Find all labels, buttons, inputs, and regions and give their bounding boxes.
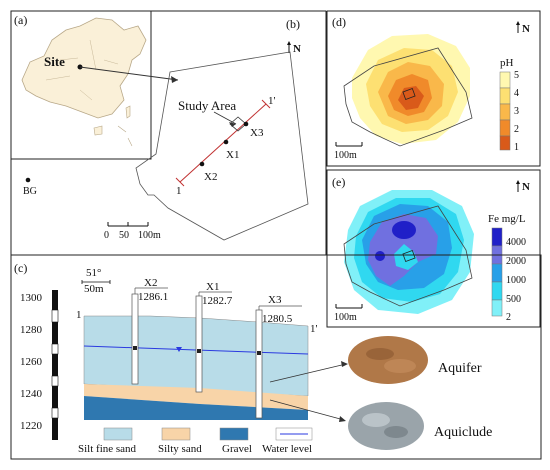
scale-tick-100: 100m bbox=[138, 230, 161, 241]
aquifer-photo bbox=[348, 336, 428, 384]
fe-site-boundary bbox=[343, 205, 473, 307]
stratum-gravel bbox=[84, 396, 308, 420]
legend-silty-sand: Silty sand bbox=[158, 443, 202, 455]
depth-axis: 1300 1280 1260 1240 1220 bbox=[20, 290, 59, 440]
ph-scale-bar: 100m bbox=[334, 142, 363, 161]
ph-study-box bbox=[402, 88, 416, 100]
well-x2-label: X2 bbox=[204, 171, 217, 183]
taiwan-shape bbox=[125, 105, 131, 119]
fe-legend-title: Fe mg/L bbox=[488, 213, 526, 225]
legend-water-level: Water level bbox=[262, 443, 312, 455]
depth-tick-1280: 1280 bbox=[20, 324, 43, 336]
fe-scale-bar: 100m bbox=[334, 304, 363, 323]
site-boundary bbox=[135, 51, 309, 241]
aquifer-label: Aquifer bbox=[438, 361, 482, 376]
panel-b-north: N bbox=[293, 43, 301, 55]
site-label: Site bbox=[44, 54, 65, 69]
legend-silt-fine-sand: Silt fine sand bbox=[78, 443, 137, 455]
section-line-1 bbox=[179, 103, 267, 183]
panel-d-label: (d) bbox=[332, 15, 346, 29]
well-x1-label: X1 bbox=[226, 149, 239, 161]
fe-scale-label: 100m bbox=[334, 312, 357, 323]
section-start-label: 1 bbox=[176, 185, 182, 197]
panel-d: (d) N 100m pH 5 4 3 2 1 bbox=[326, 10, 541, 167]
panel-d-north: N bbox=[522, 23, 530, 35]
well-x1: X1 1282.7 bbox=[195, 281, 233, 393]
aquiclude-label: Aquiclude bbox=[434, 425, 492, 440]
fe-study-box bbox=[402, 250, 416, 262]
well-x2-name: X2 bbox=[144, 277, 157, 289]
panel-c-label: (c) bbox=[14, 261, 27, 275]
ph-tick-3: 3 bbox=[514, 106, 519, 117]
ph-legend-title: pH bbox=[500, 57, 514, 69]
well-x2-elev: 1286.1 bbox=[138, 291, 168, 303]
scale-tick-0: 0 bbox=[104, 230, 109, 241]
section-end-c: 1' bbox=[310, 323, 318, 335]
depth-tick-1240: 1240 bbox=[20, 388, 43, 400]
well-x2: X2 1286.1 bbox=[131, 277, 168, 385]
section-start-c: 1 bbox=[76, 309, 82, 321]
fe-tick-500: 500 bbox=[506, 294, 521, 305]
well-x1-marker bbox=[223, 139, 229, 145]
fe-contour-4000-a bbox=[392, 221, 416, 239]
ph-scale-label: 100m bbox=[334, 150, 357, 161]
aquiclude-arrow bbox=[269, 399, 345, 421]
fe-tick-4000: 4000 bbox=[506, 237, 526, 248]
aquifer-arrow bbox=[269, 363, 347, 383]
section-end-label: 1' bbox=[268, 95, 276, 107]
stratum-silty-sand bbox=[84, 384, 308, 410]
aquiclude-photo bbox=[348, 402, 424, 450]
bg-marker bbox=[25, 177, 31, 183]
ph-site-boundary bbox=[343, 47, 473, 147]
fe-tick-2: 2 bbox=[506, 312, 511, 323]
ph-tick-5: 5 bbox=[514, 70, 519, 81]
study-area-arrow bbox=[213, 111, 237, 125]
panel-a-label: (a) bbox=[14, 13, 27, 27]
scale-vertical-label: 51° bbox=[86, 267, 101, 279]
water-level-marker bbox=[176, 347, 182, 352]
ph-tick-1: 1 bbox=[514, 142, 519, 153]
well-x3-label: X3 bbox=[250, 127, 264, 139]
panel-a: (a) Site bbox=[10, 10, 179, 160]
fe-contour-4000-b bbox=[375, 251, 385, 261]
hainan-shape bbox=[93, 125, 103, 136]
fe-tick-1000: 1000 bbox=[506, 275, 526, 286]
panel-c: (c) 51° 50m 1300 1280 1260 1240 1220 bbox=[10, 254, 542, 460]
panel-e-label: (e) bbox=[332, 175, 345, 189]
ph-contour-1 bbox=[398, 86, 424, 110]
depth-tick-1220: 1220 bbox=[20, 420, 43, 432]
section-legend: Silt fine sand Silty sand Gravel Water l… bbox=[78, 427, 313, 455]
scale-tick-50: 50 bbox=[119, 230, 129, 241]
depth-tick-1300: 1300 bbox=[20, 292, 43, 304]
well-x3: X3 1280.5 bbox=[255, 294, 302, 419]
panel-b-scale-bar: 0 50 100m bbox=[104, 222, 161, 241]
ph-tick-2: 2 bbox=[514, 124, 519, 135]
well-x3-name: X3 bbox=[268, 294, 282, 306]
site-arrow bbox=[79, 66, 179, 81]
china-map-shape bbox=[21, 17, 147, 119]
panel-e: (e) N 100m Fe mg/L 4000 2000 1000 bbox=[326, 169, 541, 328]
panel-b-label: (b) bbox=[286, 17, 300, 31]
well-x1-name: X1 bbox=[206, 281, 219, 293]
depth-tick-1260: 1260 bbox=[20, 356, 43, 368]
fe-legend: Fe mg/L 4000 2000 1000 500 2 bbox=[488, 213, 526, 323]
scale-horizontal-label: 50m bbox=[84, 283, 104, 295]
well-x2-marker bbox=[199, 161, 205, 167]
study-area-label: Study Area bbox=[178, 98, 236, 113]
bg-label: BG bbox=[23, 186, 37, 197]
panel-e-north: N bbox=[522, 181, 530, 193]
fe-tick-2000: 2000 bbox=[506, 256, 526, 267]
ph-tick-4: 4 bbox=[514, 88, 519, 99]
legend-gravel: Gravel bbox=[222, 443, 252, 455]
well-x3-marker bbox=[243, 121, 249, 127]
well-x3-elev: 1280.5 bbox=[262, 313, 293, 325]
well-x1-elev: 1282.7 bbox=[202, 295, 233, 307]
ph-legend: pH 5 4 3 2 1 bbox=[499, 57, 519, 153]
